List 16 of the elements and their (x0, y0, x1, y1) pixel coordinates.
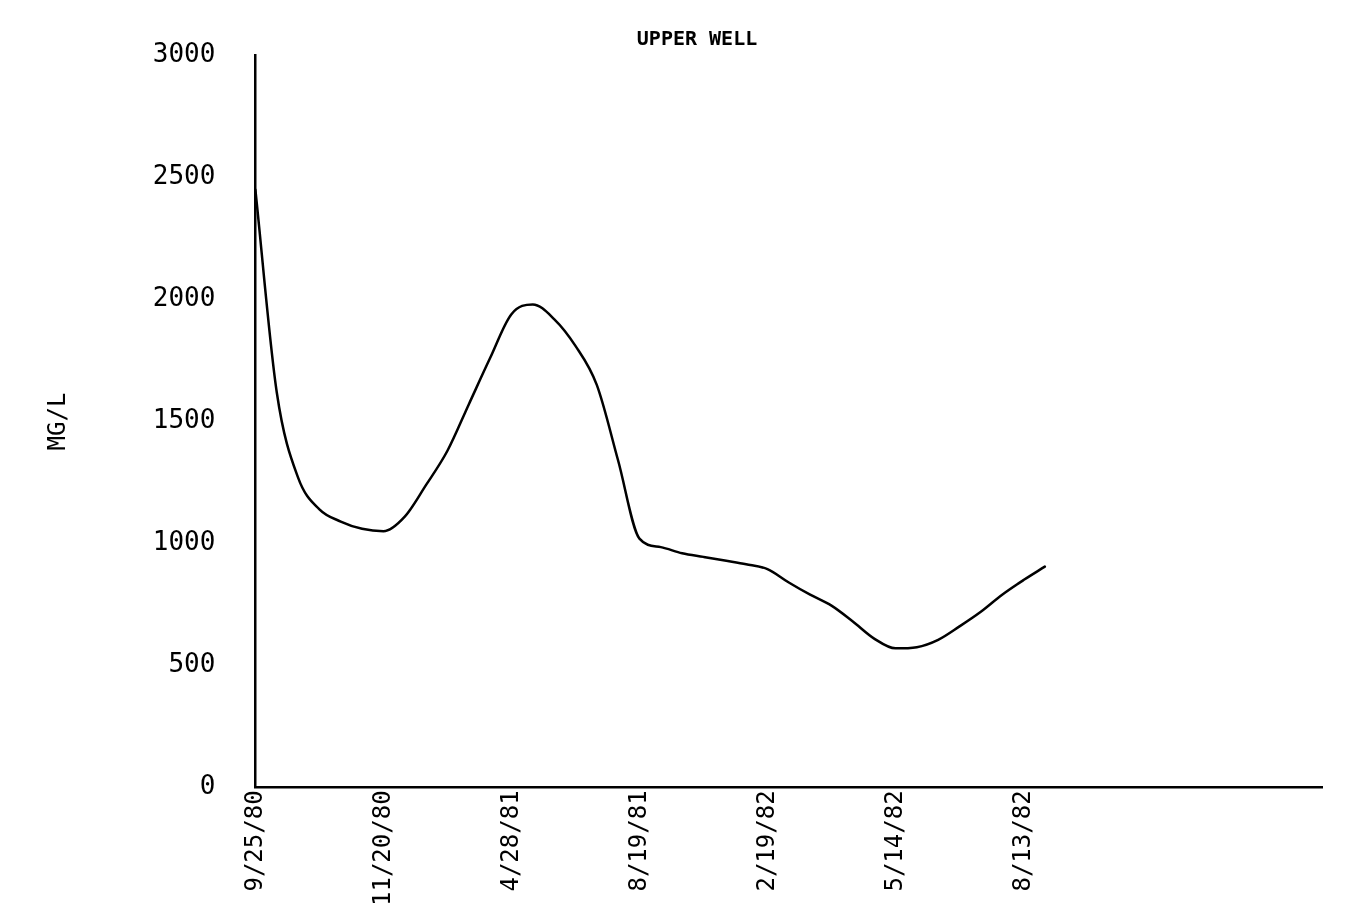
x-tick-label: 11/20/80 (367, 790, 396, 906)
x-tick-label: 4/28/81 (495, 790, 524, 892)
x-tick-label: 9/25/80 (239, 790, 268, 892)
y-tick-label: 0 (199, 770, 216, 801)
y-tick-label: 500 (168, 648, 216, 679)
y-tick-label: 2500 (152, 160, 216, 191)
x-tick-label: 2/19/82 (751, 790, 780, 892)
x-tick-label: 5/14/82 (879, 790, 908, 892)
y-tick-label: 1000 (152, 526, 216, 557)
y-tick-label: 2000 (152, 282, 216, 313)
x-tick-label: 8/19/81 (623, 790, 652, 892)
y-axis-title: MG/L (42, 392, 71, 451)
y-tick-label: 1500 (152, 404, 216, 435)
y-tick-label: 3000 (152, 38, 216, 69)
chart-title: UPPER WELL (636, 25, 758, 50)
x-tick-label: 8/13/82 (1007, 790, 1036, 892)
